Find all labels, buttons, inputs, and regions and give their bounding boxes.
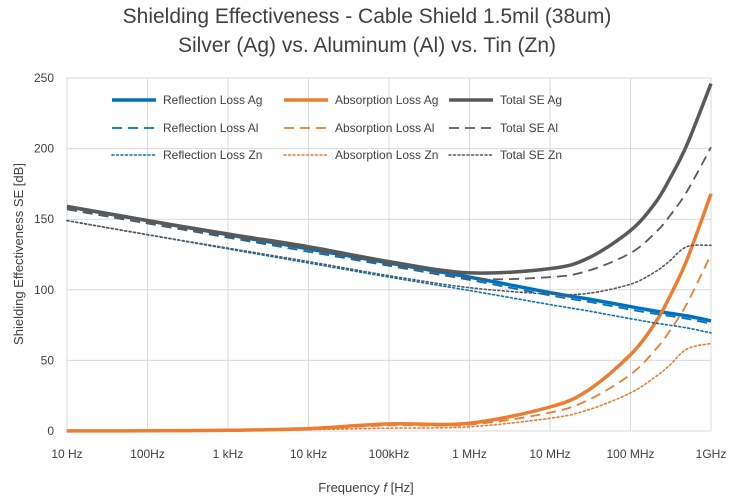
x-tick-label: 10 MHz [529, 447, 570, 461]
series-layer [66, 82, 713, 433]
x-axis-title-prefix: Frequency [318, 480, 383, 495]
y-tick-label: 50 [41, 353, 55, 367]
legend-label-total-se-al: Total SE Al [500, 121, 558, 135]
x-tick-label: 1GHz [696, 447, 727, 461]
series-line-reflection-loss-al [66, 208, 712, 325]
chart-title-line-1: Shielding Effectiveness - Cable Shield 1… [123, 5, 612, 28]
x-tick-label: 100 MHz [606, 447, 654, 461]
y-axis-title: Shielding Effectiveness SE [dB] [11, 163, 26, 345]
legend-label-absorption-loss-zn: Absorption Loss Zn [335, 148, 438, 162]
x-tick-label: 1 kHz [213, 447, 244, 461]
y-tick-label: 0 [47, 424, 54, 438]
tick-layer: 0 50 100 150 200 250 10 Hz 100Hz 1 kHz 10 kHz 100k… [34, 71, 726, 461]
legend-label-absorption-loss-al: Absorption Loss Al [335, 121, 434, 135]
x-tick-label: 10 kHz [290, 447, 327, 461]
legend-label-reflection-loss-ag: Reflection Loss Ag [163, 93, 262, 107]
y-tick-label: 100 [34, 283, 54, 297]
chart-title-line-2: Silver (Ag) vs. Aluminum (Al) vs. Tin (Z… [178, 34, 556, 57]
series-line-absorption-loss-al [66, 254, 712, 432]
legend-label-absorption-loss-ag: Absorption Loss Ag [335, 93, 438, 107]
x-axis-title-variable: f [383, 480, 388, 495]
x-tick-label: 100kHz [369, 447, 410, 461]
x-tick-label: 1 MHz [452, 447, 487, 461]
y-tick-label: 250 [34, 71, 54, 85]
x-axis-title-suffix: [Hz] [387, 480, 414, 495]
legend-label-reflection-loss-al: Reflection Loss Al [163, 121, 258, 135]
legend-label-total-se-ag: Total SE Ag [500, 93, 562, 107]
series-line-total-se-ag [66, 82, 713, 275]
x-tick-label: 100Hz [130, 447, 165, 461]
series-line-total-se-zn [66, 219, 712, 296]
legend: Reflection Loss Ag Absorption Loss Ag Tota… [111, 93, 562, 162]
y-tick-label: 200 [34, 142, 54, 156]
x-axis-title: Frequency f [Hz] [318, 480, 413, 495]
legend-label-total-se-zn: Total SE Zn [500, 148, 562, 162]
legend-label-reflection-loss-zn: Reflection Loss Zn [163, 148, 262, 162]
x-tick-label: 10 Hz [51, 447, 82, 461]
series-line-total-se-al [66, 146, 712, 281]
y-tick-label: 150 [34, 212, 54, 226]
series-line-absorption-loss-zn [66, 342, 712, 432]
